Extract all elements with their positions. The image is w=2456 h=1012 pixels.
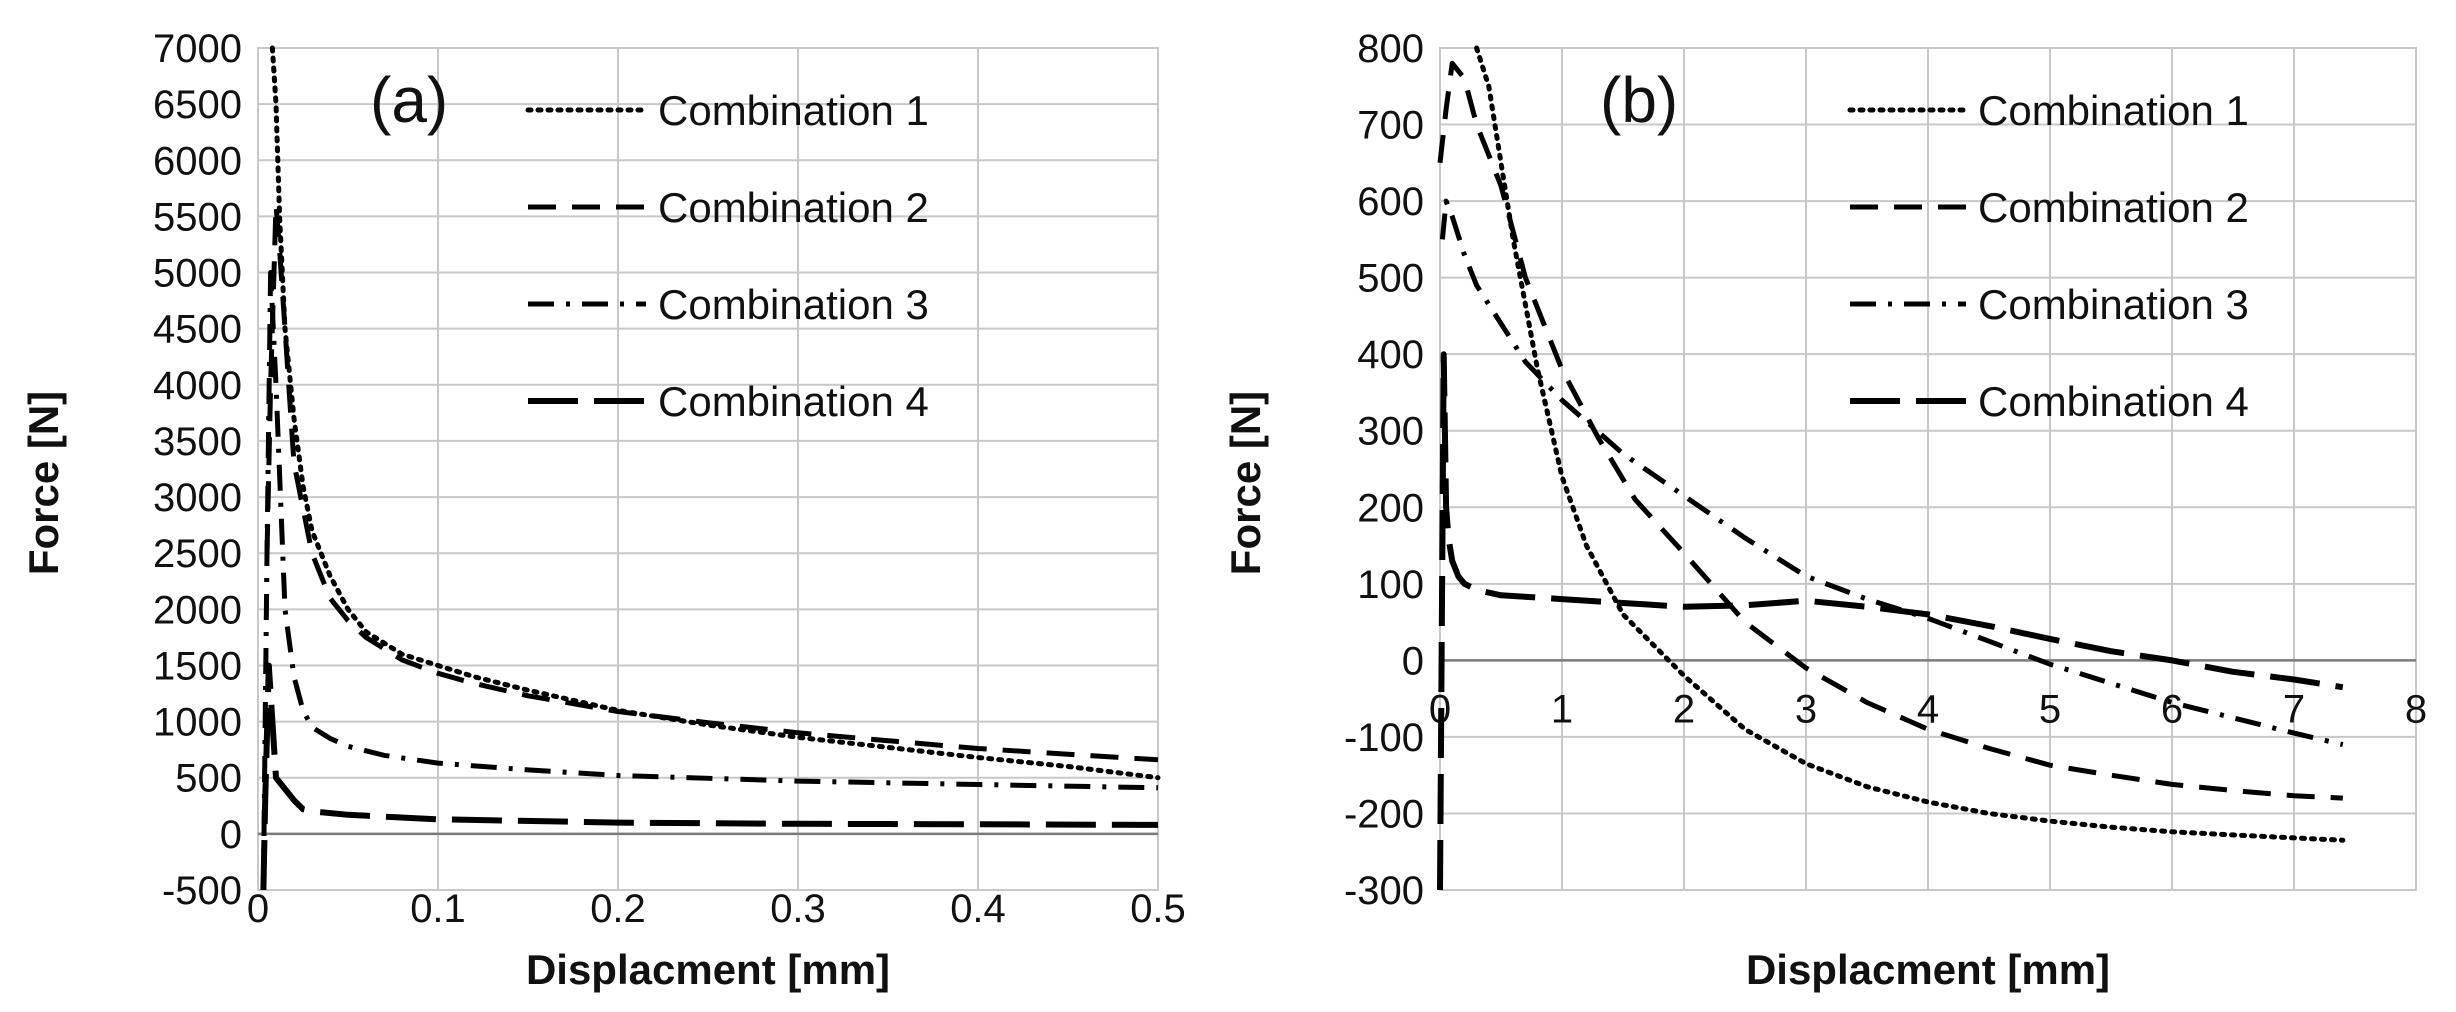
legend-label-combination-2: Combination 2	[658, 184, 929, 231]
y-tick-label: 0	[1402, 639, 1424, 683]
y-tick-label: 500	[1357, 257, 1424, 301]
x-tick-label: 0.3	[770, 887, 826, 931]
y-tick-label: 300	[1357, 410, 1424, 454]
panel-label: (a)	[370, 64, 448, 136]
x-tick-label: 0.4	[950, 887, 1006, 931]
x-axis-title: Displacment [mm]	[1746, 946, 2110, 993]
y-tick-label: 700	[1357, 104, 1424, 148]
series-line-combination-4	[260, 662, 1159, 891]
y-tick-label: 5500	[153, 195, 242, 239]
series-line-combination-3	[260, 270, 1159, 891]
series-line-combination-3	[1439, 198, 2344, 748]
y-tick-label: 1000	[153, 701, 242, 745]
y-tick-label: 5000	[153, 252, 242, 296]
legend-label-combination-3: Combination 3	[658, 281, 929, 328]
x-tick-label: 2	[1673, 687, 1695, 731]
y-tick-label: 2000	[153, 588, 242, 632]
plot-frame	[257, 47, 1159, 891]
y-tick-label: 2500	[153, 532, 242, 576]
x-axis-title: Displacment [mm]	[526, 946, 890, 993]
series-line-combination-1	[1474, 45, 2346, 843]
x-tick-label: 0.1	[410, 887, 466, 931]
x-tick-label: 7	[2283, 687, 2305, 731]
legend-label-combination-1: Combination 1	[658, 87, 929, 134]
y-tick-label: 6000	[153, 139, 242, 183]
x-tick-label: 1	[1551, 687, 1573, 731]
x-tick-label: 5	[2039, 687, 2061, 731]
legend-label-combination-1: Combination 1	[1978, 87, 2249, 134]
y-tick-label: 4500	[153, 308, 242, 352]
x-tick-label: 0.5	[1130, 887, 1186, 931]
legend-label-combination-4: Combination 4	[1978, 378, 2249, 425]
y-tick-label: 800	[1357, 27, 1424, 71]
x-tick-label: 0	[247, 887, 269, 931]
panel-label: (b)	[1600, 64, 1678, 136]
y-tick-label: 1500	[153, 644, 242, 688]
y-tick-label: 7000	[153, 27, 242, 71]
x-tick-label: 8	[2405, 687, 2427, 731]
x-tick-label: 6	[2161, 687, 2183, 731]
y-tick-label: 3500	[153, 420, 242, 464]
y-tick-label: 6500	[153, 83, 242, 127]
x-tick-label: 0.2	[590, 887, 646, 931]
series-line-combination-2	[1437, 60, 2343, 801]
y-tick-label: -500	[162, 869, 242, 913]
y-tick-label: 3000	[153, 476, 242, 520]
y-tick-label: 400	[1357, 333, 1424, 377]
chart-panel-a: -500050010001500200025003000350040004500…	[20, 27, 1186, 993]
y-tick-label: 0	[220, 813, 242, 857]
y-axis-title: Force [N]	[1222, 391, 1269, 575]
legend-label-combination-4: Combination 4	[658, 378, 929, 425]
y-axis-title: Force [N]	[20, 391, 67, 575]
y-tick-label: -200	[1344, 792, 1424, 836]
series-line-combination-4	[1437, 351, 2344, 891]
x-tick-label: 4	[1917, 687, 1939, 731]
y-tick-label: 500	[175, 757, 242, 801]
series-line-combination-2	[264, 202, 1159, 763]
y-tick-label: 4000	[153, 364, 242, 408]
legend-label-combination-3: Combination 3	[1978, 281, 2249, 328]
x-tick-label: 3	[1795, 687, 1817, 731]
y-tick-label: 200	[1357, 486, 1424, 530]
y-tick-label: -300	[1344, 869, 1424, 913]
y-tick-label: 600	[1357, 180, 1424, 224]
y-tick-label: 100	[1357, 563, 1424, 607]
y-tick-label: -100	[1344, 716, 1424, 760]
legend-label-combination-2: Combination 2	[1978, 184, 2249, 231]
